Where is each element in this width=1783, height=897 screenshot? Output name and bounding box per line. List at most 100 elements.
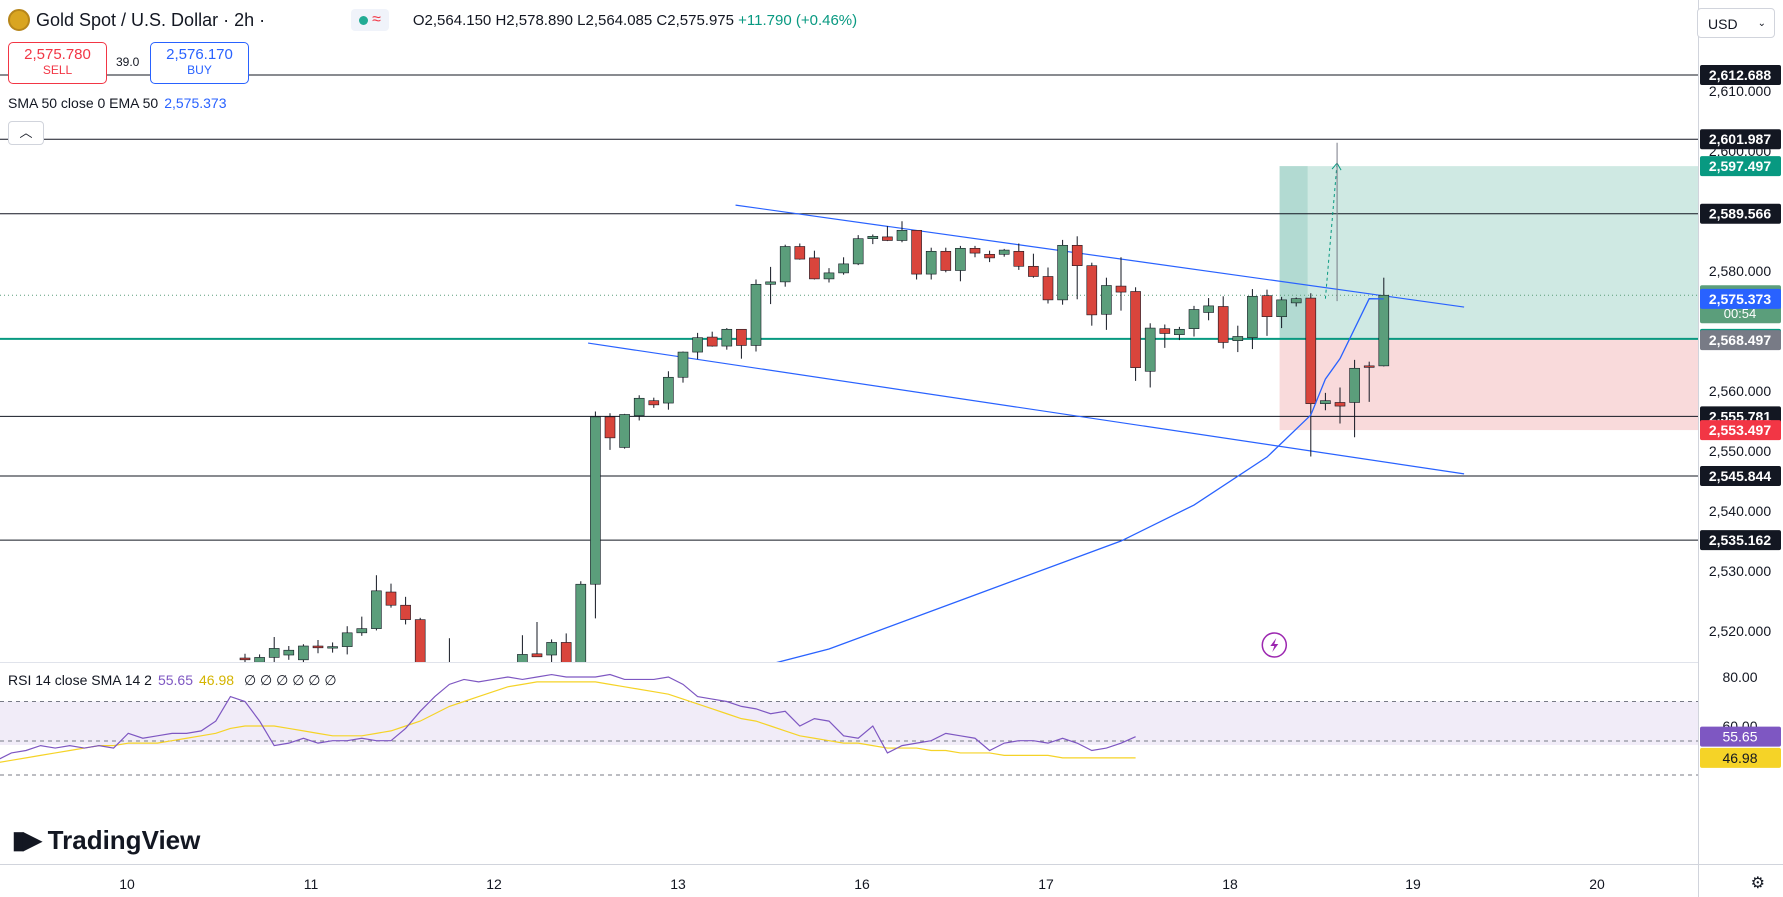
market-open-icon	[359, 15, 369, 25]
main-pane	[0, 74, 1698, 674]
level-tag	[1700, 465, 1781, 486]
price-tag-text: 2,553.497	[1709, 422, 1771, 438]
candle	[1071, 244, 1083, 266]
candle	[736, 328, 747, 346]
candle	[1115, 285, 1127, 293]
time-tick-label: 11	[304, 876, 319, 892]
candle	[969, 247, 981, 254]
price-tick-label: 2,580.000	[1709, 263, 1771, 279]
candle	[1349, 367, 1360, 403]
candle	[1378, 294, 1390, 367]
rsi-tick-label: 80.00	[1722, 669, 1757, 685]
candle	[575, 583, 587, 662]
candle	[940, 250, 952, 271]
rsi-tag	[1700, 747, 1781, 768]
channel-upper-line	[735, 204, 1465, 308]
level-tag-text: 2,589.566	[1709, 206, 1771, 222]
market-status-badge[interactable]: ≈	[351, 9, 389, 31]
candle	[546, 642, 557, 656]
buy-button[interactable]: 2,576.170 BUY	[150, 42, 249, 84]
sma-line	[776, 298, 1384, 662]
currency-select[interactable]: USD ⌄	[1697, 8, 1775, 38]
price-tag	[1700, 330, 1781, 351]
level-tag-text: 2,601.987	[1709, 131, 1771, 147]
chevron-down-icon: ⌄	[1757, 18, 1766, 29]
candle	[414, 619, 426, 662]
rsi-legend[interactable]: RSI 14 close SMA 14 2 55.65 46.98 ∅ ∅ ∅ ∅ …	[8, 672, 337, 689]
candle	[560, 642, 572, 662]
candle	[341, 632, 353, 647]
price-tag-text: 2,568.497	[1709, 332, 1771, 348]
candle	[852, 238, 864, 265]
candle	[1363, 365, 1375, 368]
time-tick-label: 13	[670, 876, 686, 892]
sell-button[interactable]: 2,575.780 SELL	[8, 42, 107, 84]
candle	[692, 337, 703, 353]
candle	[1057, 244, 1068, 301]
price-tag	[1700, 156, 1781, 177]
level-tag	[1700, 65, 1781, 85]
candle	[459, 666, 469, 674]
collapse-legend-button[interactable]: ︿	[8, 121, 44, 145]
candle	[503, 668, 513, 671]
candle	[239, 657, 251, 661]
level-tag-text: 2,535.162	[1709, 532, 1771, 548]
candle	[1276, 299, 1287, 317]
rsi-tag-text: 55.65	[1722, 729, 1757, 745]
level-tag-text: 2,545.844	[1709, 468, 1771, 484]
channel-lower-line	[588, 342, 1465, 475]
spread-value: 39.0	[116, 55, 140, 69]
settings-gear-icon[interactable]: ⚙	[1750, 875, 1765, 892]
price-tag	[1700, 420, 1781, 441]
candle	[1232, 336, 1244, 341]
sma-legend[interactable]: SMA 50 close 0 EMA 50 2,575.373	[8, 95, 227, 111]
candle	[648, 400, 660, 406]
candle	[1334, 402, 1346, 407]
data-wave-icon: ≈	[372, 11, 381, 28]
price-tick-label: 2,540.000	[1709, 503, 1771, 519]
candle	[400, 604, 411, 620]
gold-symbol-icon	[8, 9, 30, 31]
time-tick-label: 20	[1589, 876, 1605, 892]
candle	[1028, 265, 1039, 277]
candle	[1159, 328, 1171, 334]
time-tick-label: 17	[1038, 876, 1054, 892]
candle	[327, 646, 338, 649]
candle	[371, 590, 382, 629]
rsi-tag-text: 46.98	[1722, 750, 1757, 766]
projection-arrow	[1324, 163, 1338, 299]
candle	[823, 272, 835, 280]
rsi-legend-value: 55.65	[157, 672, 194, 688]
time-tick-label: 18	[1222, 876, 1238, 892]
candle	[1247, 295, 1258, 338]
ohlc-readout: O2,564.150 H2,578.890 L2,564.085 C2,575.…	[413, 12, 857, 29]
time-tick-label: 19	[1405, 876, 1421, 892]
rsi-band	[0, 701, 1698, 745]
price-tick-label: 2,560.000	[1709, 383, 1771, 399]
rsi-tag	[1700, 726, 1781, 747]
price-tag-text: 2,575.373	[1709, 291, 1771, 307]
candle	[531, 653, 543, 658]
currency-value: USD	[1708, 16, 1738, 32]
chart-header: Gold Spot / U.S. Dollar · 2h · ≈ O2,564.…	[8, 9, 857, 31]
candle	[677, 351, 689, 378]
candle	[444, 663, 454, 666]
candle	[633, 397, 645, 416]
candle	[488, 671, 498, 673]
target-zone	[1279, 166, 1698, 339]
candle	[706, 336, 718, 347]
rsi-legend-extra: ∅ ∅ ∅ ∅ ∅ ∅	[243, 672, 337, 688]
candle	[517, 654, 528, 662]
candle	[385, 591, 397, 606]
candle	[1101, 285, 1112, 315]
candle	[1086, 265, 1098, 316]
candle	[1217, 306, 1229, 343]
candle	[809, 257, 820, 280]
rsi-pane	[0, 673, 1698, 776]
candle	[298, 645, 309, 661]
chevron-up-icon: ︿	[19, 125, 33, 140]
price-tag-sub: 00:54	[1724, 306, 1757, 321]
symbol-title[interactable]: Gold Spot / U.S. Dollar · 2h ·	[36, 9, 266, 30]
candle	[1013, 250, 1025, 267]
